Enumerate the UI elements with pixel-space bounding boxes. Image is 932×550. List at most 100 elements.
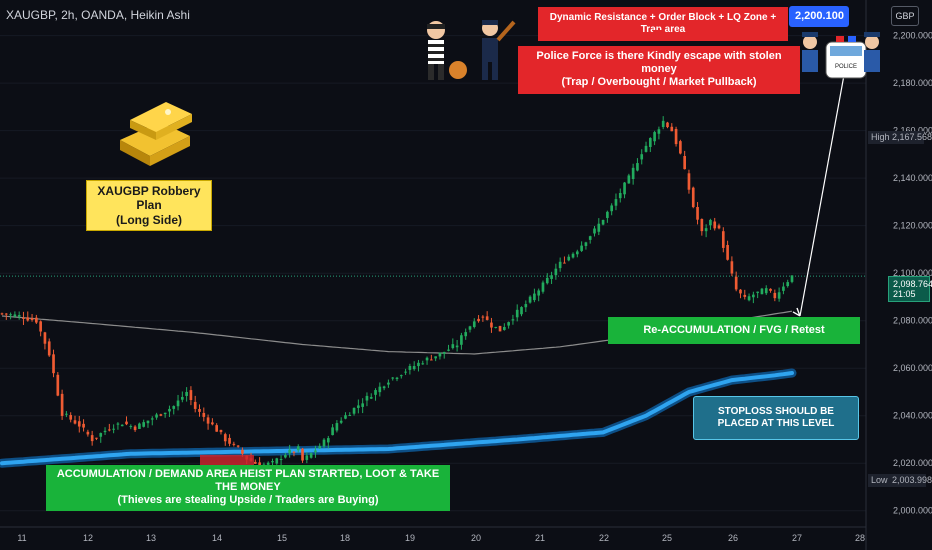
candle-body	[503, 327, 506, 330]
y-tick-label: 2,080.000	[893, 316, 932, 326]
candle-body	[219, 429, 223, 433]
x-tick-label: 13	[146, 533, 156, 543]
police-label: Police Force is there Kindly escape with…	[518, 46, 800, 94]
candle-body	[786, 282, 790, 287]
candle-body	[129, 426, 133, 428]
candle-body	[275, 458, 279, 464]
y-tick-label: 2,040.000	[893, 411, 932, 421]
candle-body	[395, 377, 399, 380]
x-tick-label: 14	[212, 533, 222, 543]
candle-body	[485, 316, 489, 320]
candle-body	[618, 193, 622, 199]
candle-body	[730, 261, 734, 274]
candle-body	[0, 313, 4, 315]
candle-body	[404, 371, 407, 373]
candle-body	[52, 354, 55, 374]
candle-body	[657, 129, 661, 134]
candle-body	[163, 412, 167, 415]
candle-body	[43, 332, 47, 344]
candle-body	[168, 408, 171, 412]
candle-body	[180, 396, 184, 400]
plan-title: XAUGBP Robbery Plan	[97, 184, 201, 213]
candle-body	[339, 420, 343, 423]
candle-body	[477, 318, 480, 322]
candle-body	[734, 276, 738, 290]
candle-body	[631, 167, 635, 180]
candle-body	[700, 219, 704, 232]
candle-body	[17, 314, 21, 317]
y-tick-label: 2,120.000	[893, 221, 932, 231]
candle-body	[644, 145, 648, 152]
candle-body	[172, 406, 176, 409]
candle-body	[606, 211, 609, 218]
candle-body	[447, 349, 450, 351]
candle-body	[528, 296, 532, 303]
candle-body	[266, 462, 270, 465]
candle-body	[511, 319, 515, 321]
low-tag: Low 2,003.998	[868, 474, 932, 487]
candle-body	[382, 386, 386, 389]
candle-body	[743, 294, 747, 297]
candle-body	[434, 356, 437, 359]
candle-body	[314, 450, 317, 453]
candle-body	[305, 455, 309, 460]
retest-arrow-head	[792, 307, 801, 317]
candle-body	[202, 412, 206, 417]
candle-body	[580, 245, 583, 251]
candle-body	[567, 256, 571, 261]
candle-body	[47, 341, 51, 356]
candle-body	[717, 225, 721, 229]
candle-body	[335, 423, 339, 431]
x-tick-label: 25	[662, 533, 672, 543]
currency-badge[interactable]: GBP	[891, 6, 919, 26]
gold-bar-icon	[120, 102, 192, 166]
accumulation-line2: (Thieves are stealing Upside / Traders a…	[117, 494, 379, 507]
candle-body	[524, 304, 528, 308]
plan-subtitle: (Long Side)	[116, 212, 182, 227]
candle-body	[670, 126, 674, 132]
resistance-pointer	[652, 30, 664, 38]
candle-body	[155, 414, 158, 418]
candle-body	[653, 132, 656, 142]
y-tick-label: 2,000.000	[893, 506, 932, 516]
candle-body	[22, 317, 25, 319]
candle-body	[253, 461, 257, 464]
candle-body	[116, 423, 120, 425]
candle-body	[764, 288, 768, 294]
candle-body	[279, 458, 283, 460]
candle-body	[494, 326, 498, 328]
candle-body	[674, 128, 678, 145]
candle-body	[747, 296, 751, 301]
candle-body	[365, 395, 369, 401]
candle-body	[451, 344, 455, 349]
candle-body	[90, 435, 94, 442]
candle-body	[378, 386, 382, 393]
candle-body	[679, 141, 682, 154]
candle-body	[593, 228, 596, 234]
candle-body	[108, 429, 111, 431]
candle-body	[211, 422, 214, 425]
candle-body	[142, 422, 146, 427]
candle-body	[417, 362, 420, 367]
candle-body	[331, 427, 334, 436]
candle-body	[464, 332, 468, 337]
candle-body	[455, 345, 459, 348]
candle-body	[357, 405, 360, 408]
candle-body	[640, 154, 644, 160]
y-tick-label: 2,100.000	[893, 268, 932, 278]
police-line2: (Trap / Overbought / Market Pullback)	[561, 76, 757, 89]
demand-zone	[200, 454, 254, 466]
candle-body	[571, 253, 575, 258]
candle-body	[421, 363, 425, 365]
y-tick-label: 2,140.000	[893, 173, 932, 183]
candle-body	[468, 326, 472, 330]
high-tag: High 2,167.568	[868, 131, 932, 144]
candle-body	[498, 325, 502, 332]
candle-body	[146, 420, 150, 424]
candle-body	[614, 199, 618, 206]
x-tick-label: 22	[599, 533, 609, 543]
candle-body	[56, 374, 60, 396]
candle-body	[241, 449, 244, 454]
